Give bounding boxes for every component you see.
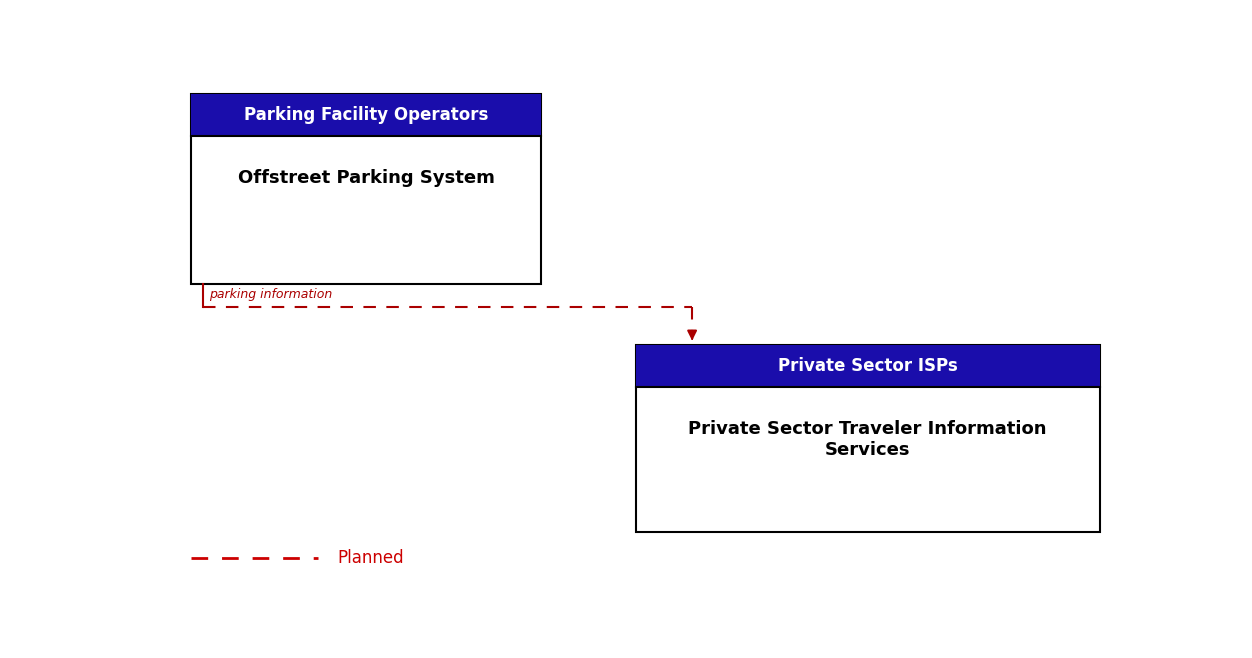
Text: Parking Facility Operators: Parking Facility Operators <box>244 106 488 124</box>
Text: Offstreet Parking System: Offstreet Parking System <box>238 169 495 187</box>
Bar <box>192 94 541 284</box>
Text: Private Sector ISPs: Private Sector ISPs <box>777 357 958 375</box>
Text: Private Sector Traveler Information
Services: Private Sector Traveler Information Serv… <box>689 420 1047 459</box>
Text: Planned: Planned <box>337 549 403 567</box>
Bar <box>636 345 1099 532</box>
Bar <box>192 94 541 136</box>
Bar <box>636 345 1099 387</box>
Text: parking information: parking information <box>209 288 332 301</box>
